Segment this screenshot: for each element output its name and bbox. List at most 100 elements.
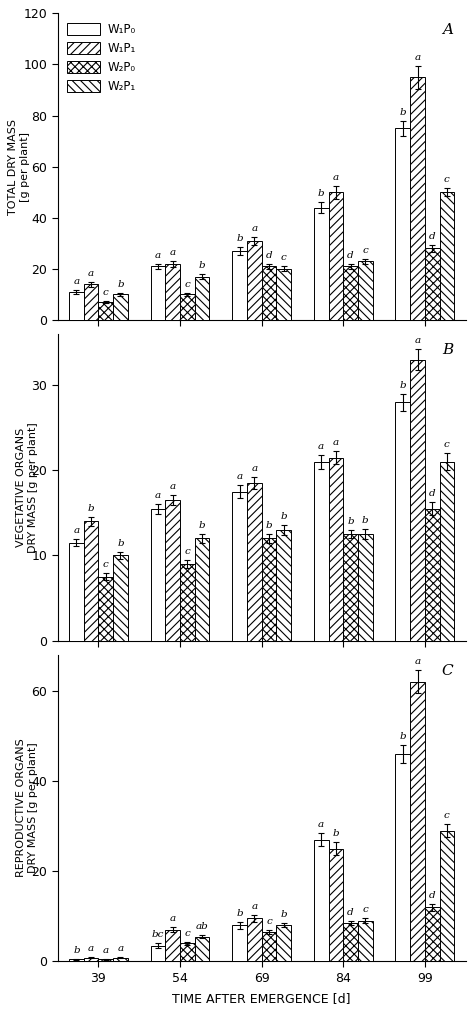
Text: b: b xyxy=(318,189,325,199)
Text: a: a xyxy=(251,224,257,233)
Bar xyxy=(195,936,210,961)
Bar xyxy=(232,925,247,961)
Text: B: B xyxy=(442,343,454,358)
Text: ab: ab xyxy=(196,922,209,931)
Bar xyxy=(395,754,410,961)
Text: a: a xyxy=(155,251,161,259)
Text: a: a xyxy=(118,944,124,953)
Bar xyxy=(180,564,195,640)
Bar xyxy=(262,932,276,961)
Bar xyxy=(343,534,358,640)
Text: bc: bc xyxy=(152,930,164,939)
Bar xyxy=(358,534,373,640)
Text: b: b xyxy=(400,107,406,116)
Bar xyxy=(410,682,425,961)
Text: a: a xyxy=(414,336,420,345)
Bar xyxy=(395,402,410,640)
Bar xyxy=(99,959,113,961)
Text: c: c xyxy=(444,810,450,820)
Text: a: a xyxy=(88,268,94,278)
Text: c: c xyxy=(444,175,450,184)
Text: c: c xyxy=(266,917,272,926)
Text: b: b xyxy=(400,381,406,390)
Text: c: c xyxy=(103,288,109,297)
Bar xyxy=(151,945,165,961)
Bar xyxy=(113,555,128,640)
Bar xyxy=(232,491,247,640)
Text: c: c xyxy=(281,253,287,262)
Text: a: a xyxy=(333,173,339,181)
Text: d: d xyxy=(429,890,436,900)
Bar xyxy=(425,908,439,961)
Bar xyxy=(247,241,262,320)
Text: b: b xyxy=(236,234,243,243)
Bar xyxy=(151,266,165,320)
Y-axis label: REPRODUCTIVE ORGANS
DRY MASS [g per plant]: REPRODUCTIVE ORGANS DRY MASS [g per plan… xyxy=(16,738,38,877)
Bar xyxy=(195,277,210,320)
Bar xyxy=(262,266,276,320)
Text: d: d xyxy=(429,232,436,240)
Text: c: c xyxy=(363,906,368,915)
Bar xyxy=(314,208,328,320)
Bar xyxy=(410,77,425,320)
Bar xyxy=(247,483,262,640)
Bar xyxy=(180,943,195,961)
Bar xyxy=(276,530,291,640)
Bar xyxy=(439,462,454,640)
Bar xyxy=(358,261,373,320)
Text: c: c xyxy=(184,281,190,289)
Bar xyxy=(113,295,128,320)
Bar xyxy=(195,539,210,640)
Bar xyxy=(69,959,84,961)
Bar xyxy=(113,957,128,961)
Bar xyxy=(358,921,373,961)
Bar xyxy=(328,849,343,961)
Bar xyxy=(165,500,180,640)
Bar xyxy=(165,930,180,961)
Text: a: a xyxy=(73,527,80,535)
Text: c: c xyxy=(184,929,190,938)
Text: a: a xyxy=(170,248,176,256)
Bar xyxy=(151,509,165,640)
Text: a: a xyxy=(73,277,80,286)
Bar xyxy=(343,923,358,961)
Text: a: a xyxy=(237,472,243,481)
Bar xyxy=(425,248,439,320)
Bar xyxy=(262,539,276,640)
Bar xyxy=(439,192,454,320)
Text: a: a xyxy=(414,657,420,667)
Y-axis label: VEGETATIVE ORGANS
DRY MASS [g per plant]: VEGETATIVE ORGANS DRY MASS [g per plant] xyxy=(16,422,38,553)
Text: d: d xyxy=(429,489,436,497)
Text: b: b xyxy=(280,512,287,521)
Bar xyxy=(247,919,262,961)
Text: c: c xyxy=(444,441,450,449)
Text: b: b xyxy=(117,539,124,548)
X-axis label: TIME AFTER EMERGENCE [d]: TIME AFTER EMERGENCE [d] xyxy=(173,992,351,1005)
Text: a: a xyxy=(103,945,109,954)
Text: c: c xyxy=(184,547,190,556)
Legend: W₁P₀, W₁P₁, W₂P₀, W₂P₁: W₁P₀, W₁P₁, W₂P₀, W₂P₁ xyxy=(64,19,139,96)
Bar xyxy=(425,509,439,640)
Text: b: b xyxy=(400,731,406,741)
Bar xyxy=(395,129,410,320)
Text: d: d xyxy=(265,251,272,259)
Text: a: a xyxy=(414,53,420,62)
Bar xyxy=(276,925,291,961)
Bar xyxy=(99,576,113,640)
Text: c: c xyxy=(363,245,368,254)
Bar xyxy=(343,266,358,320)
Bar xyxy=(276,268,291,320)
Bar xyxy=(439,831,454,961)
Bar xyxy=(180,295,195,320)
Text: a: a xyxy=(318,820,324,829)
Bar xyxy=(232,251,247,320)
Text: a: a xyxy=(251,464,257,473)
Text: a: a xyxy=(318,442,324,451)
Text: b: b xyxy=(362,516,369,525)
Text: b: b xyxy=(265,521,272,530)
Bar xyxy=(99,302,113,320)
Bar xyxy=(328,458,343,640)
Text: A: A xyxy=(442,22,454,36)
Y-axis label: TOTAL DRY MASS
[g per plant]: TOTAL DRY MASS [g per plant] xyxy=(9,119,30,215)
Text: b: b xyxy=(280,910,287,919)
